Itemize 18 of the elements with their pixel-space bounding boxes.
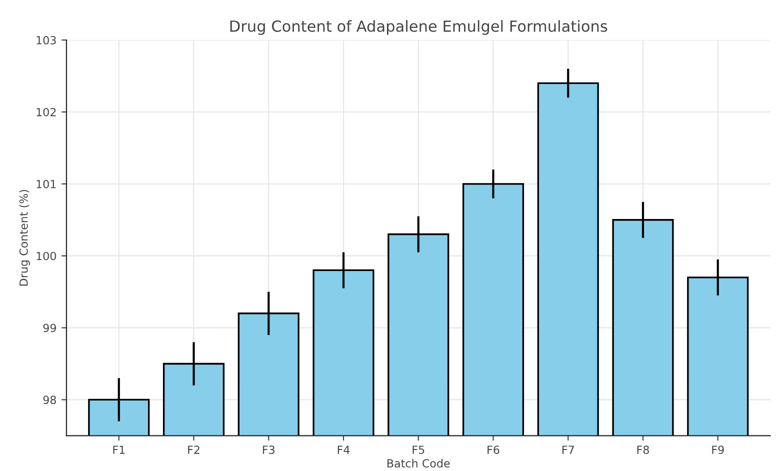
y-tick-label: 98 [43, 396, 56, 404]
x-tick-label: F5 [412, 446, 424, 454]
x-tick-label: F2 [188, 446, 200, 454]
y-tick-label: 103 [36, 36, 56, 44]
y-axis-title: Drug Content (%) [19, 190, 30, 286]
x-tick-label: F4 [338, 446, 350, 454]
y-tick-label: 102 [36, 108, 56, 116]
y-tick-label: 100 [36, 252, 56, 260]
y-tick-label: 99 [43, 324, 56, 332]
x-axis-title: Batch Code [388, 458, 450, 468]
x-tick-label: F1 [113, 446, 125, 454]
x-tick-label: F8 [637, 446, 649, 454]
x-tick-label: F7 [562, 446, 574, 454]
x-tick-label: F3 [262, 446, 274, 454]
x-tick-label: F9 [712, 446, 724, 454]
chart-title: Drug Content of Adapalene Emulgel Formulations [230, 20, 608, 35]
y-tick-label: 101 [36, 180, 56, 188]
x-tick-label: F6 [488, 446, 500, 454]
